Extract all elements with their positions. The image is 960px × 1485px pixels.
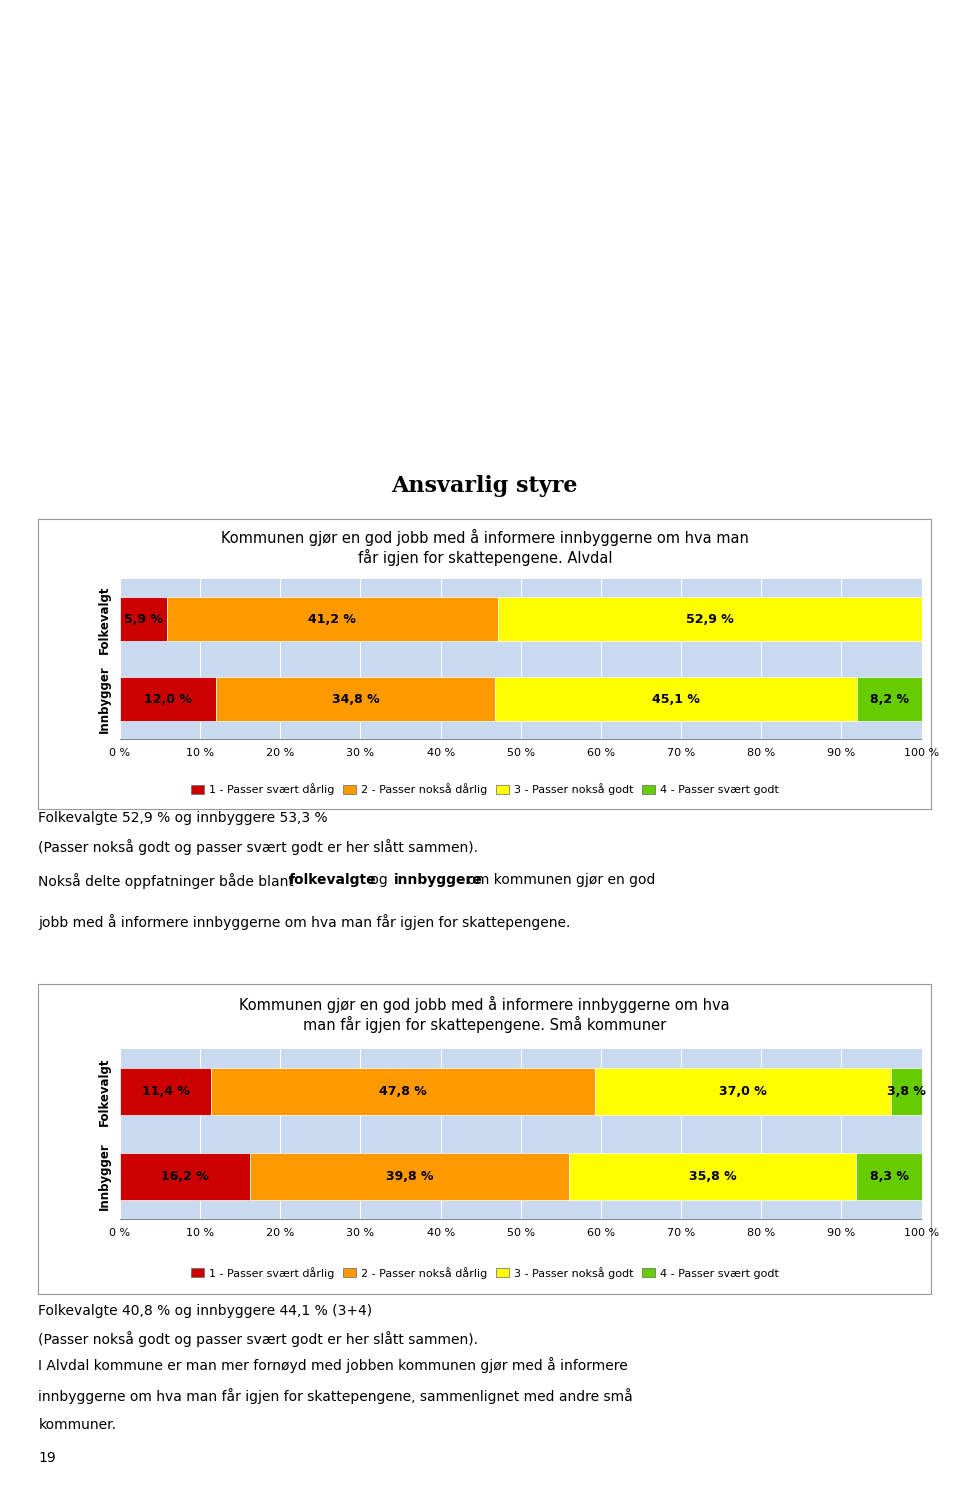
Text: 40 %: 40 %: [426, 747, 455, 757]
Bar: [495, 677, 856, 722]
Text: 60 %: 60 %: [587, 747, 615, 757]
Text: 45,1 %: 45,1 %: [652, 692, 700, 705]
Text: 0 %: 0 %: [109, 1228, 131, 1238]
Text: 70 %: 70 %: [667, 1228, 695, 1238]
Text: 11,4 %: 11,4 %: [142, 1086, 190, 1097]
Bar: [856, 677, 923, 722]
Text: 80 %: 80 %: [747, 747, 776, 757]
Text: 50 %: 50 %: [507, 747, 535, 757]
Text: 8,3 %: 8,3 %: [870, 1170, 908, 1184]
Text: 35,8 %: 35,8 %: [688, 1170, 736, 1184]
Text: 20 %: 20 %: [266, 1228, 295, 1238]
Text: Nokså delte oppfatninger både blant: Nokså delte oppfatninger både blant: [38, 873, 299, 890]
Text: 100 %: 100 %: [904, 1228, 939, 1238]
Bar: [216, 677, 495, 722]
Text: 12,0 %: 12,0 %: [144, 692, 192, 705]
Text: om kommunen gjør en god: om kommunen gjør en god: [463, 873, 656, 888]
Text: 100 %: 100 %: [904, 747, 939, 757]
Text: innbyggere: innbyggere: [394, 873, 483, 888]
Text: 60 %: 60 %: [587, 1228, 615, 1238]
Text: 41,2 %: 41,2 %: [308, 613, 356, 625]
Text: 19: 19: [38, 1451, 56, 1466]
Text: jobb med å informere innbyggerne om hva man får igjen for skattepengene.: jobb med å informere innbyggerne om hva …: [38, 915, 571, 930]
Text: Folkevalgt: Folkevalgt: [98, 1057, 110, 1126]
Text: 10 %: 10 %: [186, 747, 214, 757]
Text: Folkevalgte 52,9 % og innbyggere 53,3 %: Folkevalgte 52,9 % og innbyggere 53,3 %: [38, 811, 328, 826]
Text: 34,8 %: 34,8 %: [332, 692, 379, 705]
Text: 5,9 %: 5,9 %: [124, 613, 163, 625]
Text: 70 %: 70 %: [667, 747, 695, 757]
Bar: [497, 597, 922, 642]
Text: Folkevalgte 40,8 % og innbyggere 44,1 % (3+4): Folkevalgte 40,8 % og innbyggere 44,1 % …: [38, 1304, 372, 1317]
Text: 39,8 %: 39,8 %: [386, 1170, 433, 1184]
Text: 16,2 %: 16,2 %: [161, 1170, 209, 1184]
Legend: 1 - Passer svært dårlig, 2 - Passer nokså dårlig, 3 - Passer nokså godt, 4 - Pas: 1 - Passer svært dårlig, 2 - Passer noks…: [187, 780, 782, 799]
Text: 3,8 %: 3,8 %: [887, 1086, 925, 1097]
Text: 0 %: 0 %: [109, 747, 131, 757]
Text: 90 %: 90 %: [828, 1228, 855, 1238]
Text: folkevalgte: folkevalgte: [289, 873, 376, 888]
Text: Folkevalgt: Folkevalgt: [98, 585, 110, 653]
Text: 10 %: 10 %: [186, 1228, 214, 1238]
Bar: [120, 677, 216, 722]
Bar: [211, 1068, 594, 1115]
Text: (Passer nokså godt og passer svært godt er her slått sammen).: (Passer nokså godt og passer svært godt …: [38, 1331, 478, 1347]
Text: 52,9 %: 52,9 %: [685, 613, 733, 625]
Text: (Passer nokså godt og passer svært godt er her slått sammen).: (Passer nokså godt og passer svært godt …: [38, 839, 478, 855]
Bar: [120, 1152, 250, 1200]
Text: Kommunen gjør en god jobb med å informere innbyggerne om hva man
får igjen for s: Kommunen gjør en god jobb med å informer…: [221, 529, 749, 566]
Text: 50 %: 50 %: [507, 1228, 535, 1238]
Text: 20 %: 20 %: [266, 747, 295, 757]
Bar: [167, 597, 497, 642]
Bar: [891, 1068, 922, 1115]
Text: og: og: [366, 873, 392, 888]
Text: 47,8 %: 47,8 %: [379, 1086, 427, 1097]
Bar: [856, 1152, 923, 1200]
Text: 8,2 %: 8,2 %: [870, 692, 909, 705]
Text: 37,0 %: 37,0 %: [719, 1086, 767, 1097]
Text: 80 %: 80 %: [747, 1228, 776, 1238]
Bar: [120, 597, 167, 642]
Bar: [250, 1152, 569, 1200]
Text: Innbygger: Innbygger: [98, 1142, 110, 1210]
Text: I Alvdal kommune er man mer fornøyd med jobben kommunen gjør med å informere: I Alvdal kommune er man mer fornøyd med …: [38, 1357, 628, 1372]
Bar: [594, 1068, 891, 1115]
Text: 40 %: 40 %: [426, 1228, 455, 1238]
Text: Kommunen gjør en god jobb med å informere innbyggerne om hva
man får igjen for s: Kommunen gjør en god jobb med å informer…: [239, 996, 731, 1034]
Text: Innbygger: Innbygger: [98, 665, 110, 734]
Text: kommuner.: kommuner.: [38, 1418, 116, 1433]
Text: 30 %: 30 %: [347, 747, 374, 757]
Bar: [569, 1152, 856, 1200]
Text: 90 %: 90 %: [828, 747, 855, 757]
Text: Ansvarlig styre: Ansvarlig styre: [392, 475, 578, 497]
Bar: [120, 1068, 211, 1115]
Text: innbyggerne om hva man får igjen for skattepengene, sammenlignet med andre små: innbyggerne om hva man får igjen for ska…: [38, 1388, 634, 1403]
Legend: 1 - Passer svært dårlig, 2 - Passer nokså dårlig, 3 - Passer nokså godt, 4 - Pas: 1 - Passer svært dårlig, 2 - Passer noks…: [187, 1264, 782, 1282]
Text: 30 %: 30 %: [347, 1228, 374, 1238]
